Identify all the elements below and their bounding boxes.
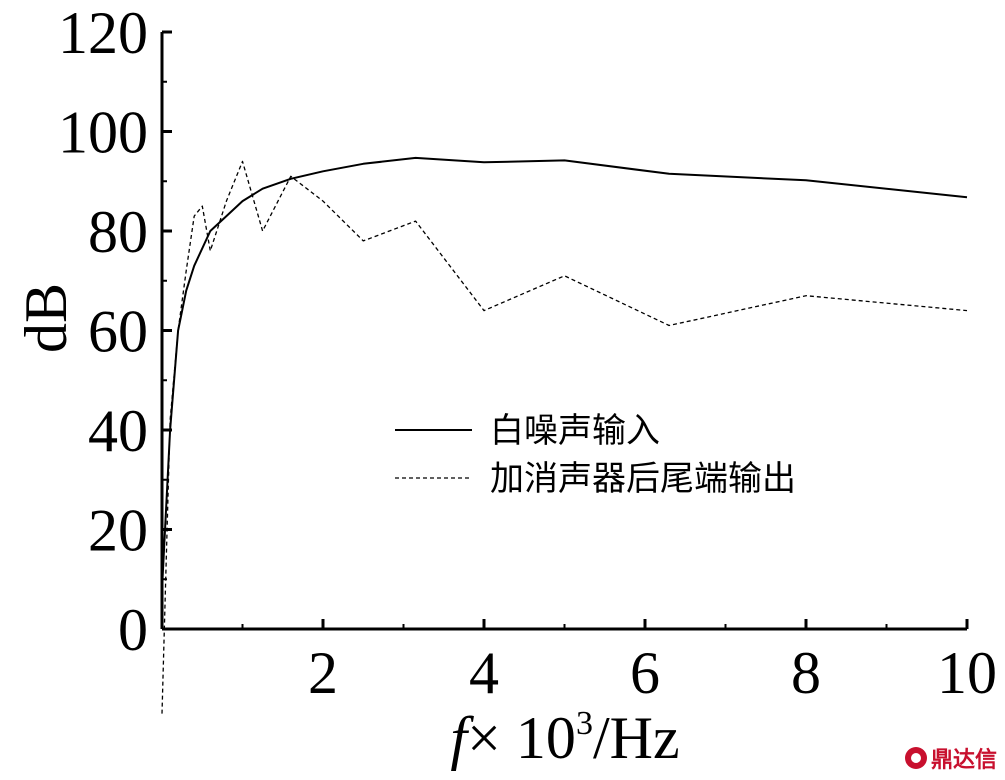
x-axis-title: f× 103/Hz bbox=[450, 705, 679, 771]
x-axis-title-multiplier: × 10 bbox=[467, 705, 576, 771]
watermark-text: 鼎达信 bbox=[930, 748, 997, 773]
legend-label-series-2: 加消声器后尾端输出 bbox=[490, 459, 796, 499]
x-tick-label: 6 bbox=[630, 640, 660, 706]
legend-label-series-1: 白噪声输入 bbox=[490, 411, 660, 451]
watermark: 鼎达信 bbox=[904, 742, 997, 774]
legend: 白噪声输入 加消声器后尾端输出 bbox=[395, 411, 796, 499]
y-tick-label: 120 bbox=[58, 0, 148, 66]
y-axis-title: dB bbox=[13, 283, 79, 353]
y-tick-label: 100 bbox=[58, 100, 148, 166]
y-tick-label: 60 bbox=[88, 299, 148, 365]
series-layer bbox=[161, 156, 968, 714]
series-line-2 bbox=[161, 160, 968, 714]
y-tick-label: 40 bbox=[88, 398, 148, 464]
x-axis-title-exponent: 3 bbox=[576, 705, 593, 742]
x-tick-label: 8 bbox=[791, 640, 821, 706]
dingdaxin-logo-icon bbox=[904, 747, 927, 769]
axes bbox=[160, 30, 969, 631]
y-tick-label: 0 bbox=[118, 597, 148, 663]
x-axis-title-unit: /Hz bbox=[593, 705, 680, 771]
y-tick-label: 20 bbox=[88, 498, 148, 564]
x-tick-label: 10 bbox=[937, 640, 997, 706]
tick-labels: 0 20 40 60 80 100 120 2 4 6 8 10 bbox=[58, 0, 997, 706]
series-line-1 bbox=[161, 156, 968, 590]
x-tick-label: 2 bbox=[308, 640, 338, 706]
y-tick-label: 80 bbox=[88, 199, 148, 265]
x-tick-label: 4 bbox=[469, 640, 499, 706]
